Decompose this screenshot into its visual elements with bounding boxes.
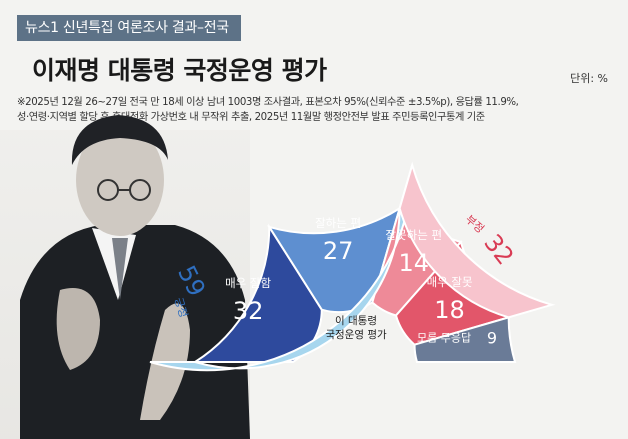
inner-value-4: 18 — [434, 296, 465, 324]
inner-label-5: 모름·무응답 — [417, 331, 471, 344]
inner-label-4: 매우 잘못 — [427, 275, 473, 289]
inner-value-5: 9 — [487, 328, 497, 347]
survey-tag: 뉴스1 신년특집 여론조사 결과–전국 — [17, 15, 241, 41]
center-label: 이 대통령 국정운영 평가 — [318, 314, 394, 342]
center-label-line1: 이 대통령 — [335, 315, 377, 327]
inner-segment-5 — [413, 316, 517, 363]
survey-note-line2: 성·연령·지역별 할당 후 휴대전화 가상번호 내 무작위 추출, 2025년 … — [17, 112, 485, 123]
donut-chart — [149, 161, 556, 372]
inner-value-1: 32 — [233, 297, 264, 325]
inner-label-1: 매우 잘함 — [225, 276, 271, 290]
portrait-photo — [0, 115, 250, 439]
center-label-line2: 국정운영 평가 — [325, 329, 387, 341]
inner-value-2: 27 — [323, 237, 354, 265]
outer-label-positive: 긍정 — [172, 296, 190, 319]
outer-value-negative: 32 — [478, 229, 519, 270]
outer-label-negative: 부정 — [463, 213, 487, 236]
inner-label-3: 잘못하는 편 — [385, 228, 442, 242]
unit-label: 단위: % — [570, 72, 608, 85]
inner-value-3: 14 — [399, 249, 430, 277]
inner-label-2: 잘하는 편 — [315, 216, 361, 230]
page-title: 이재명 대통령 국정운영 평가 — [32, 56, 327, 85]
outer-segment-negative — [398, 161, 556, 319]
survey-note-line1: ※2025년 12월 26~27일 전국 만 18세 이상 남녀 1003명 조… — [17, 97, 519, 108]
